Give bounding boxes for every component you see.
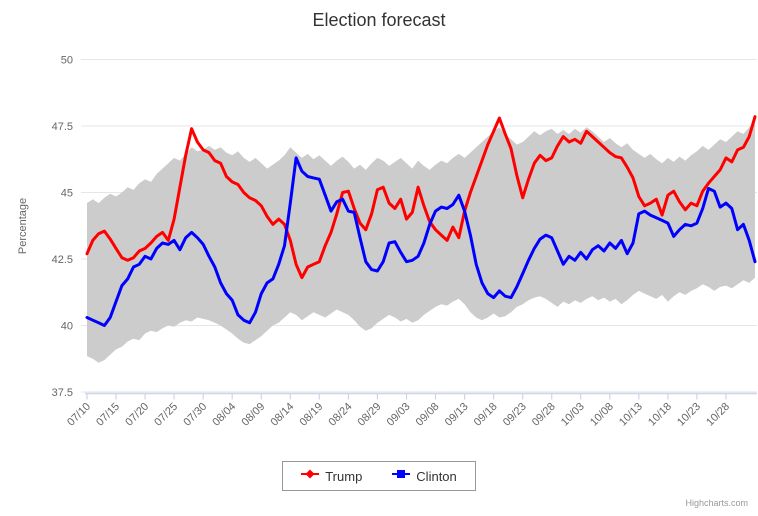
trump-line[interactable] bbox=[85, 115, 757, 280]
y-tick-label: 45 bbox=[61, 188, 73, 200]
x-tick-label: 08/24 bbox=[327, 401, 355, 429]
x-tick-label: 07/30 bbox=[181, 401, 209, 429]
x-tick-label: 09/08 bbox=[414, 401, 442, 429]
x-tick-label: 10/18 bbox=[646, 401, 674, 429]
x-tick-label: 07/20 bbox=[123, 401, 151, 429]
legend-box: Trump Clinton bbox=[282, 461, 476, 491]
x-tick-label: 10/13 bbox=[617, 401, 645, 429]
x-tick-label: 08/04 bbox=[210, 401, 238, 429]
x-tick-label: 08/14 bbox=[268, 401, 296, 429]
legend-label-clinton: Clinton bbox=[416, 468, 457, 484]
x-tick-label: 09/03 bbox=[385, 401, 413, 429]
y-tick-label: 50 bbox=[61, 55, 73, 67]
y-tick-label: 37.5 bbox=[52, 387, 73, 399]
x-tick-label: 09/28 bbox=[530, 401, 558, 429]
clinton-legend-marker bbox=[392, 470, 411, 478]
trump-legend-marker bbox=[301, 469, 320, 479]
legend: Trump Clinton bbox=[0, 461, 758, 491]
x-tick-label: 10/08 bbox=[588, 401, 616, 429]
x-tick-label: 08/19 bbox=[297, 401, 325, 429]
x-tick-label: 10/28 bbox=[704, 401, 732, 429]
x-tick-label: 09/18 bbox=[472, 401, 500, 429]
clinton-line-square-icon bbox=[392, 467, 411, 485]
legend-item-clinton[interactable]: Clinton bbox=[392, 467, 457, 485]
x-tick-label: 07/15 bbox=[94, 401, 122, 429]
x-tick-label: 07/10 bbox=[65, 401, 93, 429]
trump-line-diamond-icon bbox=[301, 467, 320, 485]
x-tick-label: 08/09 bbox=[239, 401, 267, 429]
x-tick-label: 10/23 bbox=[675, 401, 703, 429]
legend-label-trump: Trump bbox=[325, 468, 363, 484]
x-tick-label: 07/25 bbox=[152, 401, 180, 429]
clinton-line[interactable] bbox=[85, 156, 757, 327]
x-tick-label: 09/13 bbox=[443, 401, 471, 429]
chart-title: Election forecast bbox=[312, 10, 446, 30]
y-tick-label: 42.5 bbox=[52, 254, 73, 266]
legend-item-trump[interactable]: Trump bbox=[301, 467, 362, 485]
y-tick-label: 47.5 bbox=[52, 121, 73, 133]
x-tick-label: 09/23 bbox=[501, 401, 529, 429]
x-tick-label: 10/03 bbox=[559, 401, 587, 429]
highcharts-credit-link[interactable]: Highcharts.com bbox=[685, 498, 748, 508]
confidence-band bbox=[87, 123, 755, 363]
x-tick-label: 08/29 bbox=[356, 401, 384, 429]
y-axis-title: Percentage bbox=[17, 198, 29, 254]
y-tick-label: 40 bbox=[61, 321, 73, 333]
